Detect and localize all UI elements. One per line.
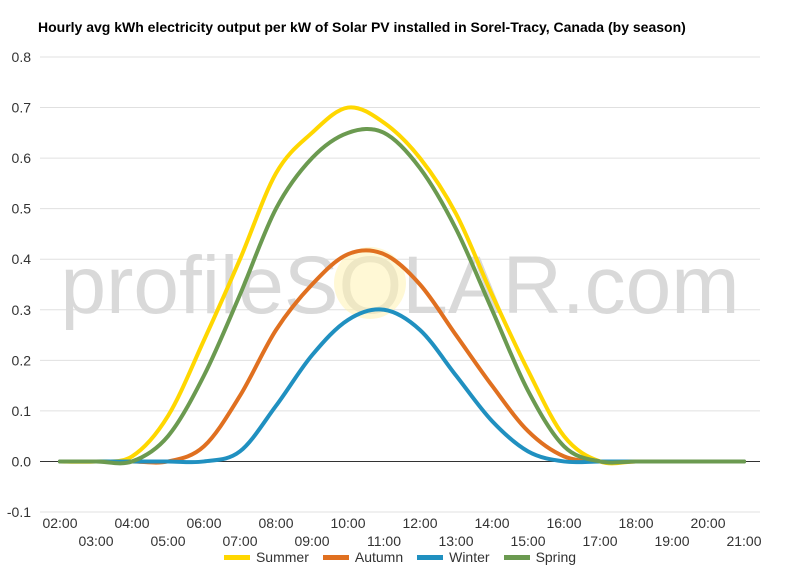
legend-label: Summer xyxy=(255,549,309,565)
legend-swatch xyxy=(223,554,250,560)
watermark-sun-icon xyxy=(334,247,406,319)
y-axis: -0.1 0.0 0.1 0.2 0.3 0.4 0.5 0.6 0.7 0.8 xyxy=(7,49,31,520)
y-tick-label: 0.7 xyxy=(12,100,32,116)
x-axis: 02:0003:0004:0005:0006:0007:0008:0009:00… xyxy=(42,515,761,549)
legend-swatch xyxy=(417,554,444,560)
x-tick-label: 13:00 xyxy=(438,533,473,549)
legend-item-spring[interactable]: Spring xyxy=(503,549,577,565)
x-tick-label: 02:00 xyxy=(42,515,77,531)
series-lines xyxy=(58,105,746,466)
x-tick-label: 19:00 xyxy=(654,533,689,549)
legend-label: Autumn xyxy=(354,549,404,565)
legend-label: Winter xyxy=(449,549,490,565)
x-tick-label: 16:00 xyxy=(546,515,581,531)
gridlines xyxy=(40,56,760,513)
x-tick-label: 07:00 xyxy=(222,533,257,549)
legend-item-autumn[interactable]: Autumn xyxy=(322,549,404,565)
legend: Summer Autumn Winter Spring xyxy=(0,549,800,565)
x-tick-label: 18:00 xyxy=(618,515,653,531)
x-tick-label: 11:00 xyxy=(367,533,401,549)
y-tick-label: 0.0 xyxy=(12,453,32,469)
x-tick-label: 03:00 xyxy=(78,533,113,549)
y-tick-label: -0.1 xyxy=(7,504,31,520)
x-tick-label: 09:00 xyxy=(294,533,329,549)
x-tick-label: 05:00 xyxy=(150,533,185,549)
chart-title: Hourly avg kWh electricity output per kW… xyxy=(38,19,686,35)
legend-item-winter[interactable]: Winter xyxy=(417,549,490,565)
legend-swatch xyxy=(322,554,349,560)
x-tick-label: 21:00 xyxy=(726,533,761,549)
y-tick-label: 0.5 xyxy=(12,201,32,217)
x-tick-label: 04:00 xyxy=(114,515,149,531)
legend-item-summer[interactable]: Summer xyxy=(223,549,309,565)
x-tick-label: 12:00 xyxy=(402,515,437,531)
y-tick-label: 0.8 xyxy=(12,49,32,65)
series-line-spring xyxy=(58,127,746,466)
x-tick-label: 17:00 xyxy=(582,533,617,549)
y-tick-label: 0.3 xyxy=(12,302,32,318)
y-tick-label: 0.2 xyxy=(12,352,32,368)
x-tick-label: 06:00 xyxy=(186,515,221,531)
y-tick-label: 0.4 xyxy=(12,251,32,267)
y-tick-label: 0.1 xyxy=(12,403,32,419)
y-tick-label: 0.6 xyxy=(12,150,32,166)
x-tick-label: 08:00 xyxy=(258,515,293,531)
x-tick-label: 14:00 xyxy=(474,515,509,531)
x-tick-label: 10:00 xyxy=(330,515,365,531)
x-tick-label: 20:00 xyxy=(690,515,725,531)
legend-swatch xyxy=(503,554,530,560)
x-tick-label: 15:00 xyxy=(510,533,545,549)
legend-label: Spring xyxy=(535,549,577,565)
